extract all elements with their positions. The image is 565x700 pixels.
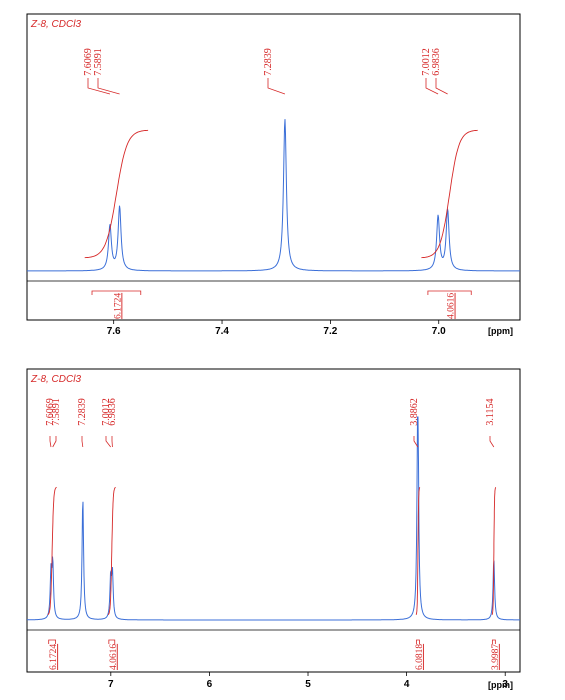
integral-bracket xyxy=(416,639,420,644)
spectrum-line xyxy=(27,119,520,272)
integral-curve xyxy=(84,129,149,259)
integral-value: 6.0818 xyxy=(415,644,425,670)
integral-bracket xyxy=(48,639,56,644)
peak-label: 6.9836 xyxy=(107,398,118,426)
peak-connector xyxy=(87,78,111,95)
peak-connector xyxy=(97,78,120,95)
peak-label: 3.1154 xyxy=(485,398,496,425)
x-axis-unit: [ppm] xyxy=(488,326,513,336)
integral-bracket xyxy=(108,639,116,644)
peak-label: 7.0012 xyxy=(101,398,112,426)
x-tick-label: 7.6 xyxy=(107,326,121,337)
integral-curve xyxy=(47,486,57,616)
peak-label: 7.0012 xyxy=(421,48,432,76)
peak-label: 7.2839 xyxy=(77,398,88,426)
integral-value: 3.9987 xyxy=(491,644,501,670)
peak-connector xyxy=(105,436,112,448)
integral-curve xyxy=(491,486,497,616)
peak-connector xyxy=(81,436,84,448)
integral-curve xyxy=(421,129,478,259)
peak-connector xyxy=(49,436,52,448)
integral-value: 4.0616 xyxy=(109,644,119,670)
peak-label: 7.2839 xyxy=(263,48,274,76)
peak-connector xyxy=(425,78,439,95)
peak-connector xyxy=(267,78,286,95)
x-tick-label: 7.4 xyxy=(215,326,229,337)
integral-curve xyxy=(107,486,116,616)
x-tick-label: 6 xyxy=(207,679,213,690)
peak-connector xyxy=(52,436,57,448)
x-tick-label: 7.0 xyxy=(432,326,446,337)
integral-value: 6.1724 xyxy=(113,293,123,319)
x-axis-unit: [ppm] xyxy=(488,680,513,690)
spectrum-line xyxy=(27,416,520,621)
peak-connector xyxy=(435,78,448,95)
integral-value: 6.1724 xyxy=(49,644,59,670)
integral-curve xyxy=(415,486,421,616)
plot-frame xyxy=(26,13,521,321)
nmr-panel-zoom: Z-8, CDCl3 [ppm] 7.6069 7.5891 7.2839 7.001… xyxy=(26,13,521,337)
x-tick-label: 7.2 xyxy=(323,326,337,337)
peak-connector xyxy=(413,436,419,448)
peak-label: 7.6069 xyxy=(45,398,56,426)
peak-label: 7.5891 xyxy=(93,48,104,76)
peak-connector xyxy=(489,436,495,448)
x-tick-label: 4 xyxy=(404,679,410,690)
integral-bracket xyxy=(91,290,142,295)
peak-label: 6.9836 xyxy=(431,48,442,76)
sample-label: Z-8, CDCl3 xyxy=(30,19,81,30)
plot-frame xyxy=(26,368,521,673)
integral-bracket xyxy=(427,290,472,295)
x-tick-label: 3 xyxy=(502,679,508,690)
peak-label: 7.6069 xyxy=(83,48,94,76)
integral-value: 4.0616 xyxy=(447,293,457,319)
integral-bracket xyxy=(491,639,496,644)
peak-label: 3.8862 xyxy=(409,398,420,426)
x-tick-label: 5 xyxy=(305,679,311,690)
peak-label: 7.5891 xyxy=(51,398,62,426)
sample-label: Z-8, CDCl3 xyxy=(30,374,81,385)
panel-marks: 7.6069 7.5891 7.2839 7.0012 6.9836 6.1724 4.06… xyxy=(27,48,520,337)
x-tick-label: 7 xyxy=(108,679,114,690)
